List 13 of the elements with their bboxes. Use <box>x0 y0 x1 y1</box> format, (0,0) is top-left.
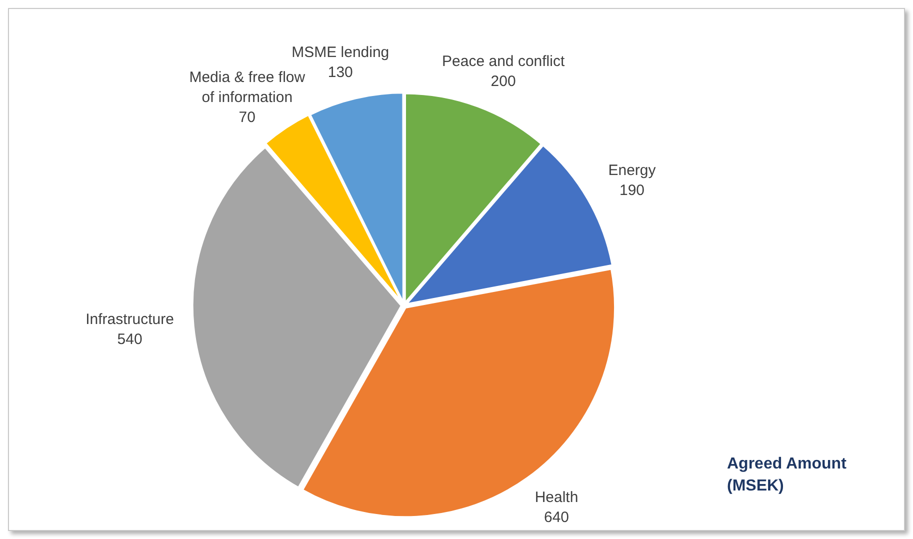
data-label: 200 <box>490 73 516 90</box>
slice-label: Health <box>534 489 578 506</box>
slice-label: Energy <box>608 162 656 180</box>
slice-label: Infrastructure <box>86 310 174 328</box>
data-label: 640 <box>544 509 570 526</box>
slice-label: Media & free flow of information <box>189 69 306 106</box>
data-label: 70 <box>238 109 256 126</box>
data-label: 540 <box>117 330 142 348</box>
text: Agreed Amount (MSEK) <box>727 455 848 494</box>
data-label: 190 <box>619 182 645 200</box>
data-label: 130 <box>328 64 353 82</box>
slice-label: Peace and conflict <box>442 53 566 70</box>
slice-label: MSME lending <box>292 44 390 62</box>
